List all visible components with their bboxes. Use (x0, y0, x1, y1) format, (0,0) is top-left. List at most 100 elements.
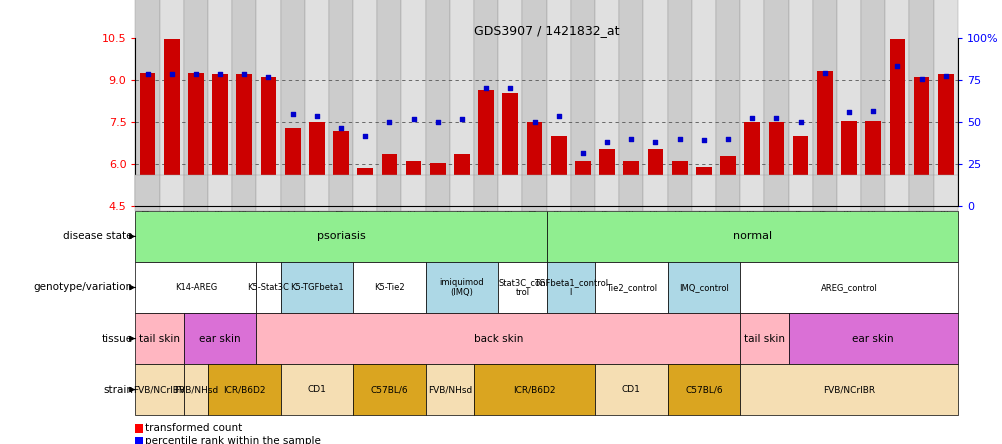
Text: back skin: back skin (473, 333, 522, 344)
Point (937, 72, 953, 79)
Bar (498, 262, 546, 313)
Point (163, 71, 179, 78)
Point (526, 119, 542, 126)
Bar (841, 121, 856, 206)
Text: AREG_control: AREG_control (820, 283, 877, 292)
Bar (261, 77, 276, 206)
Bar (865, 121, 880, 206)
Point (429, 119, 445, 126)
Text: imiquimod
(IMQ): imiquimod (IMQ) (439, 278, 484, 297)
Bar (135, 436, 142, 444)
Bar (764, 0, 788, 206)
Text: ICR/B6D2: ICR/B6D2 (513, 385, 555, 394)
Bar (594, 175, 618, 211)
Point (478, 85, 494, 92)
Bar (812, 175, 836, 211)
Point (187, 71, 203, 78)
Bar (546, 262, 594, 313)
Bar (450, 0, 474, 206)
Text: C57BL/6: C57BL/6 (684, 385, 722, 394)
Bar (546, 175, 570, 211)
Bar (715, 0, 739, 206)
Bar (329, 0, 353, 206)
Point (695, 137, 711, 144)
Bar (474, 175, 498, 211)
Bar (183, 175, 207, 211)
Bar (889, 39, 905, 206)
Point (357, 133, 373, 140)
Text: ICR/B6D2: ICR/B6D2 (222, 385, 266, 394)
Bar (135, 313, 183, 364)
Bar (281, 0, 305, 206)
Bar (546, 0, 570, 206)
Bar (305, 175, 329, 211)
Text: CD1: CD1 (621, 385, 640, 394)
Bar (598, 149, 614, 206)
Bar (357, 169, 373, 206)
Bar (739, 262, 957, 313)
Point (574, 150, 590, 157)
Bar (430, 163, 445, 206)
Bar (817, 71, 832, 206)
Bar (502, 93, 518, 206)
Bar (788, 175, 812, 211)
Title: GDS3907 / 1421832_at: GDS3907 / 1421832_at (473, 24, 619, 36)
Bar (667, 262, 739, 313)
Point (816, 69, 832, 76)
Point (622, 135, 638, 143)
Bar (236, 74, 252, 206)
Bar (454, 155, 469, 206)
Point (719, 135, 735, 143)
Text: percentile rank within the sample: percentile rank within the sample (145, 436, 321, 444)
Bar (231, 0, 257, 206)
Bar (671, 162, 686, 206)
Text: psoriasis: psoriasis (317, 231, 365, 242)
Text: FVB/NCrIBR: FVB/NCrIBR (822, 385, 874, 394)
Bar (478, 90, 494, 206)
Point (865, 107, 881, 115)
Text: TGFbeta1_control
l: TGFbeta1_control l (533, 278, 607, 297)
Bar (719, 156, 735, 206)
Bar (135, 424, 142, 433)
Bar (257, 262, 281, 313)
Bar (647, 149, 662, 206)
Bar (739, 313, 788, 364)
Bar (281, 262, 353, 313)
Bar (933, 0, 957, 206)
Point (598, 138, 614, 145)
Point (236, 71, 253, 78)
Text: transformed count: transformed count (145, 424, 242, 433)
Bar (546, 211, 957, 262)
Bar (207, 364, 281, 415)
Point (671, 135, 687, 143)
Point (792, 119, 808, 126)
Bar (257, 175, 281, 211)
Bar (550, 136, 566, 206)
Text: tail skin: tail skin (139, 333, 180, 344)
Text: CD1: CD1 (307, 385, 326, 394)
Text: IMQ_control: IMQ_control (678, 283, 728, 292)
Point (768, 115, 784, 122)
Text: disease state: disease state (63, 231, 133, 242)
Point (743, 115, 760, 122)
Point (309, 113, 325, 120)
Bar (285, 128, 301, 206)
Bar (570, 175, 594, 211)
Bar (183, 364, 207, 415)
Bar (401, 0, 425, 206)
Point (261, 74, 277, 81)
Bar (406, 162, 421, 206)
Bar (257, 0, 281, 206)
Text: K14-AREG: K14-AREG (174, 283, 216, 292)
Bar (353, 262, 425, 313)
Bar (764, 175, 788, 211)
Bar (861, 175, 885, 211)
Bar (187, 73, 203, 206)
Bar (498, 0, 522, 206)
Text: tail skin: tail skin (743, 333, 784, 344)
Text: C57BL/6: C57BL/6 (370, 385, 408, 394)
Text: K5-Tie2: K5-Tie2 (374, 283, 405, 292)
Point (889, 62, 905, 69)
Bar (836, 0, 861, 206)
Bar (526, 122, 542, 206)
